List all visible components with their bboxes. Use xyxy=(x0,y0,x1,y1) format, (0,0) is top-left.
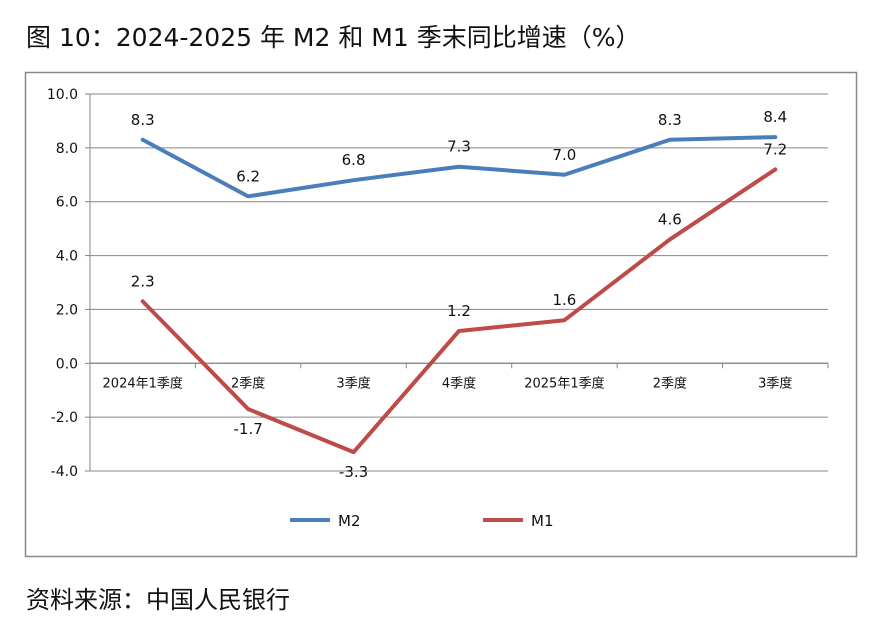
y-tick-label: -2.0 xyxy=(51,410,78,426)
data-label: 7.0 xyxy=(552,146,576,164)
data-label: 1.6 xyxy=(552,291,576,309)
data-label: -1.7 xyxy=(234,420,263,438)
y-tick-label: 4.0 xyxy=(56,249,78,265)
data-point xyxy=(352,451,355,454)
data-point xyxy=(774,168,777,171)
data-point xyxy=(141,300,144,303)
data-point xyxy=(774,136,777,139)
y-tick-label: 2.0 xyxy=(56,302,78,318)
data-label: 6.8 xyxy=(342,151,366,169)
data-label: 2.3 xyxy=(131,272,155,290)
data-point xyxy=(458,165,460,168)
data-point xyxy=(141,138,144,141)
y-tick-label: 8.0 xyxy=(56,141,78,157)
legend-label-m2: M2 xyxy=(338,512,361,530)
y-tick-label: -4.0 xyxy=(51,464,78,480)
data-point xyxy=(668,238,671,241)
data-label: 8.3 xyxy=(131,111,155,129)
data-point xyxy=(563,319,566,322)
legend-label-m1: M1 xyxy=(531,512,554,530)
data-label: 4.6 xyxy=(658,210,682,228)
x-tick-label: 2025年1季度 xyxy=(524,375,604,391)
y-tick-label: 0.0 xyxy=(56,356,78,372)
data-point xyxy=(247,195,250,198)
chart-frame xyxy=(24,71,858,558)
data-point xyxy=(563,173,566,176)
source-note: 资料来源：中国人民银行 xyxy=(26,586,290,614)
x-tick-label: 4季度 xyxy=(442,375,476,391)
x-tick-label: 2024年1季度 xyxy=(103,375,183,391)
data-label: 1.2 xyxy=(447,302,471,320)
x-tick-label: 3季度 xyxy=(336,375,370,391)
data-label: 7.2 xyxy=(763,140,787,158)
y-tick-label: 10.0 xyxy=(47,87,78,103)
x-tick-label: 2季度 xyxy=(653,375,687,391)
data-point xyxy=(458,329,460,332)
data-label: -3.3 xyxy=(339,463,368,481)
data-point xyxy=(352,179,355,182)
data-point xyxy=(247,408,250,411)
chart-title: 图 10：2024-2025 年 M2 和 M1 季末同比增速（%） xyxy=(26,23,641,52)
x-tick-label: 3季度 xyxy=(758,375,792,391)
data-label: 7.3 xyxy=(447,138,471,156)
data-label: 8.3 xyxy=(658,111,682,129)
y-tick-label: 6.0 xyxy=(56,195,78,211)
data-point xyxy=(668,138,671,141)
data-label: 6.2 xyxy=(236,167,260,185)
data-label: 8.4 xyxy=(763,108,787,126)
x-tick-label: 2季度 xyxy=(231,375,265,391)
